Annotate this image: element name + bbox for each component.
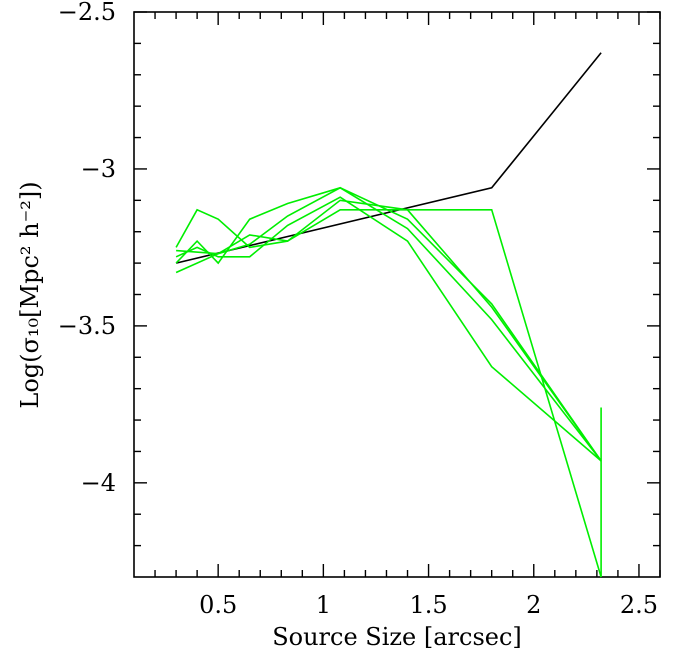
- y-axis-label: Log(σ₁₀[Mpc² h⁻²]): [16, 181, 44, 408]
- y-tick-label: −2.5: [58, 0, 116, 26]
- green-series-line-2: [175, 199, 602, 462]
- green-series-line-5: [175, 196, 602, 462]
- y-tick-label: −3.5: [58, 312, 116, 340]
- x-tick-label: 2: [526, 591, 541, 619]
- black-series-line: [175, 52, 602, 264]
- green-series-line-3: [176, 186, 602, 462]
- y-tick-label: −4: [81, 469, 116, 497]
- x-tick-label: 0.5: [199, 591, 237, 619]
- axis-ticks: [134, 11, 661, 577]
- green-series-line-1: [175, 209, 602, 578]
- tick-labels: 0.5 1 1.5 2 2.5 −2.5 −3 −3.5 −4: [58, 0, 658, 619]
- x-tick-label: 1: [316, 591, 331, 619]
- series-group: [175, 52, 602, 578]
- x-axis-label: Source Size [arcsec]: [272, 623, 522, 651]
- x-tick-label: 1.5: [409, 591, 447, 619]
- y-tick-label: −3: [81, 155, 116, 183]
- plot-frame: [133, 11, 661, 578]
- green-series-line-4: [175, 186, 602, 462]
- x-tick-label: 2.5: [620, 591, 658, 619]
